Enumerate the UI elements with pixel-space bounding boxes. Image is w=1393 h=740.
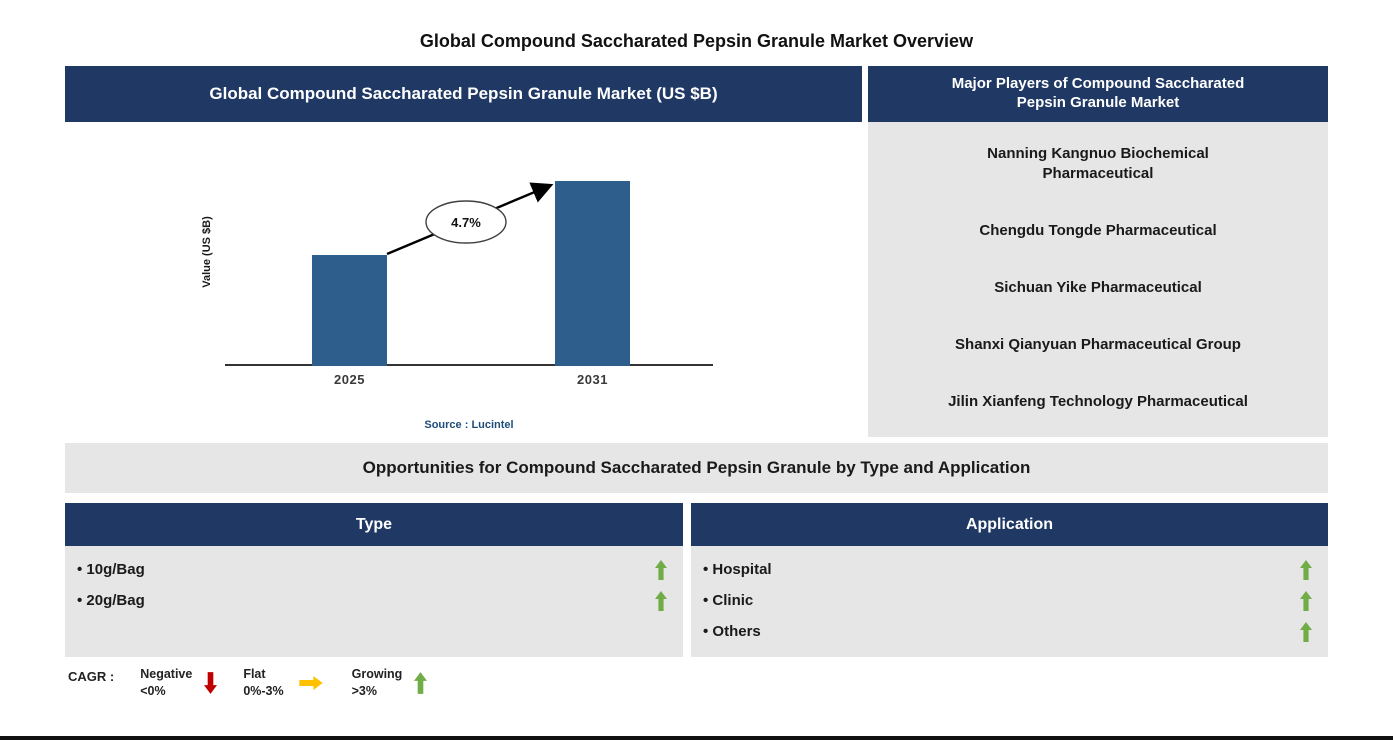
company-item: Shanxi Qianyuan Pharmaceutical Group [955, 335, 1241, 353]
growing-arrow-icon [414, 672, 428, 694]
cagr-badge: 4.7% [451, 214, 481, 230]
application-item-label: Others [703, 623, 760, 640]
growth-arrow-icon [386, 182, 554, 256]
application-item: Hospital [703, 554, 1312, 585]
page-title: Global Compound Saccharated Pepsin Granu… [419, 31, 974, 51]
players-list: Nanning Kangnuo Biochemical Pharmaceutic… [868, 122, 1328, 437]
cagr-legend: CAGR : Negative <0% Flat 0%-3% Growing >… [68, 666, 428, 700]
major-players-panel: Major Players of Compound Saccharated Pe… [868, 66, 1328, 437]
company-item: Jilin Xianfeng Technology Pharmaceutical [948, 392, 1248, 410]
legend-item-name: Negative [140, 667, 193, 681]
growing-arrow-icon [1300, 621, 1312, 642]
bar-2031 [555, 181, 630, 366]
legend-item-range: >3% [351, 683, 377, 698]
negative-arrow-icon [204, 672, 218, 694]
bar-2025 [312, 255, 387, 366]
company-item: Chengdu Tongde Pharmaceutical [979, 221, 1217, 239]
application-item: Clinic [703, 585, 1312, 616]
cagr-ellipse [425, 200, 507, 244]
company-item: Sichuan Yike Pharmaceutical [994, 278, 1202, 296]
x-axis-line [225, 364, 713, 366]
application-item-label: Clinic [703, 592, 753, 609]
legend-item-text: Flat 0%-3% [243, 666, 283, 700]
legend-item-name: Flat [243, 667, 266, 681]
application-column-header: Application [691, 503, 1328, 546]
application-column-body: Hospital Clinic Others [691, 546, 1328, 657]
type-item: 20g/Bag [77, 585, 667, 616]
application-item-label: Hospital [703, 561, 771, 578]
type-item-label: 10g/Bag [77, 561, 144, 578]
chart-panel-header: Global Compound Saccharated Pepsin Granu… [65, 66, 862, 122]
type-column: Type 10g/Bag 20g/Bag [65, 503, 683, 657]
legend-item-text: Negative <0% [140, 666, 192, 700]
growing-arrow-icon [1300, 590, 1312, 611]
type-item-label: 20g/Bag [77, 592, 144, 609]
opportunities-columns: Type 10g/Bag 20g/Bag Application [65, 503, 1328, 657]
x-tick-label-2031: 2031 [577, 372, 608, 387]
top-row: Global Compound Saccharated Pepsin Granu… [65, 66, 1328, 437]
bottom-border [0, 736, 1393, 740]
cagr-legend-title: CAGR : [68, 669, 115, 684]
application-column: Application Hospital Clinic Others [691, 503, 1328, 657]
legend-item-name: Growing [351, 667, 403, 681]
legend-item-growing: Growing >3% [352, 666, 428, 700]
type-column-header: Type [65, 503, 683, 546]
growing-arrow-icon [655, 590, 667, 611]
market-chart-panel: Global Compound Saccharated Pepsin Granu… [65, 66, 862, 437]
bar-chart: Value (US $B) 2025 2031 4.7% Sourc [65, 122, 862, 437]
company-item: Nanning Kangnuo Biochemical Pharmaceutic… [987, 145, 1209, 182]
flat-arrow-icon [298, 675, 323, 690]
legend-item-range: <0% [140, 683, 166, 698]
players-panel-header: Major Players of Compound Saccharated Pe… [868, 66, 1328, 122]
legend-item-text: Growing >3% [352, 666, 403, 700]
x-tick-label-2025: 2025 [334, 372, 365, 387]
opportunities-header: Opportunities for Compound Saccharated P… [65, 443, 1328, 493]
application-item: Others [703, 616, 1312, 647]
legend-item-range: 0%-3% [243, 683, 284, 698]
type-column-body: 10g/Bag 20g/Bag [65, 546, 683, 657]
players-panel-header-text: Major Players of Compound Saccharated Pe… [951, 75, 1245, 111]
legend-item-flat: Flat 0%-3% [243, 666, 325, 700]
growing-arrow-icon [1300, 559, 1312, 580]
growing-arrow-icon [655, 559, 667, 580]
type-item: 10g/Bag [77, 554, 667, 585]
source-label: Source : Lucintel [424, 419, 514, 431]
legend-item-negative: Negative <0% [140, 666, 218, 700]
